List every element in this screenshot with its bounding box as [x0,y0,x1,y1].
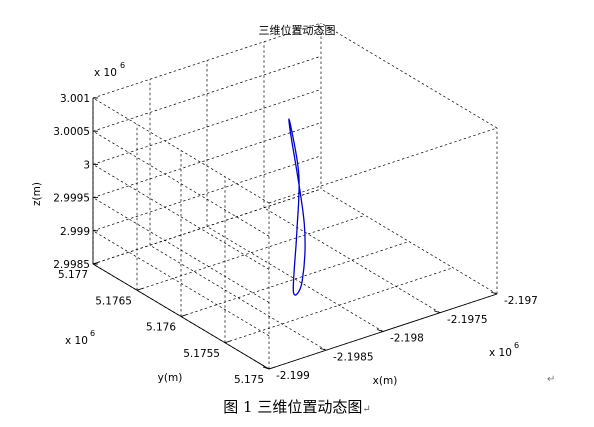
grid-layer [92,22,498,370]
x-tick [490,291,498,295]
x-tick-label: -2.199 [276,370,310,382]
grid-line-wall-back-z [92,89,322,165]
x-tick-label: -2.197 [504,295,538,307]
grid-line-floor-y [180,241,410,317]
grid-line-wall-left-z [92,164,270,270]
box-edge-top-front [268,127,498,204]
series-line-0 [288,118,306,296]
y-exponent-base: x 10 [65,335,88,347]
x-exponent-base: x 10 [489,347,512,359]
y-tick [92,261,100,265]
grid-line-floor-y [136,214,366,291]
y-tick-labels: 5.175 5.1755 5.176 5.1765 5.177 [58,269,264,386]
y-tick-label: 5.1755 [183,348,220,360]
x-axis-label: x(m) [373,375,398,387]
y-exponent-label: x 10 6 [65,329,95,347]
x-tick [319,347,327,351]
z-tick-label: 3.0005 [53,126,90,138]
grid-line-wall-left-z [92,97,270,204]
y-axis-label: y(m) [158,372,183,384]
x-tick-label: -2.198 [390,333,424,345]
grid-line-wall-left-z [92,130,270,237]
grid-line-wall-back-z [92,188,322,265]
z-exponent-base: x 10 [94,67,117,79]
grid-line-wall-back-z [92,155,322,232]
y-tick-label: 5.1765 [95,295,132,307]
y-tick-label: 5.175 [234,374,264,386]
series-layer [288,118,306,296]
z-exponent-label: x 10 6 [94,61,125,79]
caption-text: 图 1 三维位置动态图 [223,398,363,416]
y-tick [180,314,188,317]
x-exponent-power: 6 [514,341,519,350]
x-tick-label: -2.1975 [447,314,488,326]
box-edge-top-right [320,22,498,129]
x-tick-label: -2.1985 [333,351,374,363]
x-tick [262,366,270,370]
x-exponent-label: x 10 6 [489,341,519,359]
z-tick-label: 2.999 [60,226,90,238]
z-tick-label: 2.9995 [53,193,90,205]
chart-title: 三维位置动态图 [259,23,336,37]
caption-paragraph-mark: ↵ [362,404,371,415]
x-tick-labels: -2.199 -2.1985 -2.198 -2.1975 -2.197 [276,295,538,382]
grid-line-floor-y [224,267,454,344]
z-exponent-power: 6 [120,61,125,70]
z-tick-label: 3.001 [60,93,90,105]
figure-caption: 图 1 三维位置动态图↵ [0,396,594,417]
z-tick-label: 3 [83,159,90,171]
y-tick [136,287,144,291]
z-tick-label: 2.9985 [53,259,90,271]
y-exponent-power: 6 [90,329,95,338]
z-tick-labels: 2.9985 2.999 2.9995 3 3.0005 3.001 [53,93,90,271]
grid-line-wall-left-z [92,230,270,337]
y-tick-label: 5.177 [58,269,88,281]
x-tick [376,329,384,332]
y-tick [224,340,232,344]
grid-line-wall-back-z [92,122,322,198]
y-tick-label: 5.176 [146,322,176,334]
x-tick [433,310,441,314]
grid-line-wall-back-z [92,55,322,132]
grid-line-wall-left-z [92,197,270,303]
paragraph-mark: ↵ [547,374,556,385]
y-tick [268,366,276,370]
grid-line-wall-back-z [92,22,322,99]
z-axis-label: z(m) [31,182,43,206]
